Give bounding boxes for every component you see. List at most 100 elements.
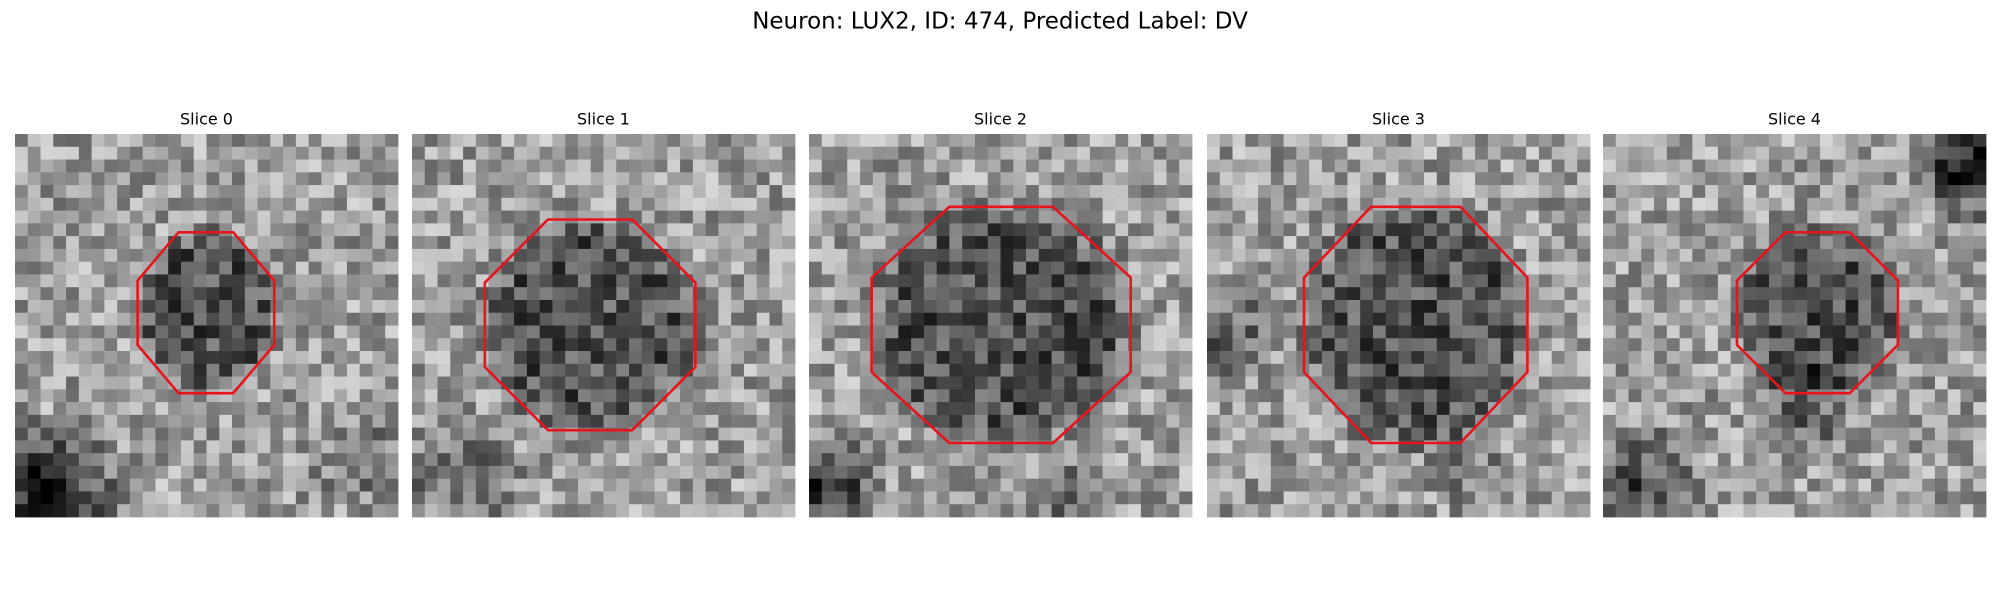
pixel — [936, 338, 950, 352]
pixel — [1845, 248, 1859, 263]
pixel — [78, 197, 92, 211]
pixel — [1207, 465, 1221, 480]
pixel — [667, 325, 681, 339]
pixel — [1334, 338, 1348, 352]
pixel — [743, 236, 758, 250]
pixel — [1219, 185, 1233, 199]
pixel — [219, 376, 233, 390]
pixel — [295, 402, 310, 416]
pixel — [334, 504, 348, 518]
pixel — [1398, 376, 1412, 390]
pixel — [1245, 299, 1259, 314]
pixel — [1756, 146, 1770, 160]
pixel — [526, 146, 541, 160]
pixel — [1820, 274, 1834, 288]
pixel — [1424, 299, 1438, 314]
pixel — [1666, 134, 1680, 148]
pixel — [1270, 134, 1284, 148]
pixel — [769, 440, 783, 454]
pixel — [1781, 197, 1795, 211]
pixel — [1628, 236, 1642, 250]
pixel — [667, 236, 681, 250]
pixel — [847, 453, 861, 467]
pixel — [1615, 236, 1629, 250]
pixel — [1603, 465, 1617, 480]
pixel — [1309, 223, 1323, 237]
pixel — [1883, 325, 1898, 339]
pixel — [155, 223, 169, 237]
pixel — [359, 299, 373, 314]
pixel — [1743, 197, 1757, 211]
pixel — [1258, 172, 1272, 186]
pixel — [756, 427, 770, 441]
pixel — [1960, 312, 1974, 326]
pixel — [1309, 197, 1323, 211]
pixel — [936, 299, 950, 314]
pixel — [974, 478, 989, 492]
pixel — [424, 312, 438, 326]
pixel — [1309, 440, 1323, 454]
pixel — [142, 478, 156, 492]
pixel — [809, 159, 823, 173]
pixel — [1730, 185, 1744, 199]
pixel — [104, 210, 118, 224]
pixel — [117, 223, 131, 237]
pixel — [1603, 325, 1617, 339]
pixel — [346, 338, 361, 352]
pixel — [987, 478, 1001, 492]
pixel — [756, 312, 770, 326]
pixel — [1436, 185, 1450, 199]
pixel — [488, 210, 502, 224]
pixel — [424, 197, 438, 211]
pixel — [1679, 299, 1693, 314]
pixel — [437, 248, 451, 263]
pixel — [1258, 363, 1272, 377]
pixel — [705, 478, 719, 492]
pixel — [860, 185, 874, 199]
pixel — [539, 325, 553, 339]
pixel — [1615, 159, 1629, 173]
pixel — [603, 440, 617, 454]
pixel — [1475, 338, 1489, 352]
pixel — [1807, 389, 1821, 403]
pixel — [1513, 287, 1527, 301]
pixel — [1372, 504, 1387, 518]
pixel — [1564, 210, 1578, 224]
pixel — [603, 325, 617, 339]
pixel — [1922, 338, 1936, 352]
pixel — [270, 465, 284, 480]
pixel — [1347, 248, 1361, 263]
pixel — [1871, 376, 1885, 390]
pixel — [1679, 134, 1693, 148]
pixel — [1179, 197, 1193, 211]
pixel — [424, 414, 438, 429]
pixel — [1896, 440, 1910, 454]
pixel — [949, 261, 963, 275]
pixel — [424, 338, 438, 352]
pixel — [1153, 427, 1167, 441]
pixel — [1551, 261, 1565, 275]
pixel — [1462, 491, 1476, 505]
pixel — [1475, 363, 1489, 377]
pixel — [1564, 274, 1578, 288]
pixel — [782, 210, 796, 224]
pixel — [1398, 402, 1412, 416]
pixel — [936, 274, 950, 288]
pixel — [129, 248, 144, 263]
pixel — [1947, 376, 1961, 390]
pixel — [1615, 478, 1629, 492]
pixel — [475, 376, 489, 390]
pixel — [1219, 146, 1233, 160]
pixel — [91, 210, 105, 224]
pixel — [244, 159, 258, 173]
pixel — [283, 338, 297, 352]
pixel — [1245, 453, 1259, 467]
pixel — [129, 172, 144, 186]
pixel — [232, 172, 246, 186]
pixel — [372, 287, 386, 301]
pixel — [244, 197, 258, 211]
pixel — [450, 197, 464, 211]
pixel — [1705, 312, 1719, 326]
pixel — [424, 376, 438, 390]
pixel — [898, 312, 912, 326]
